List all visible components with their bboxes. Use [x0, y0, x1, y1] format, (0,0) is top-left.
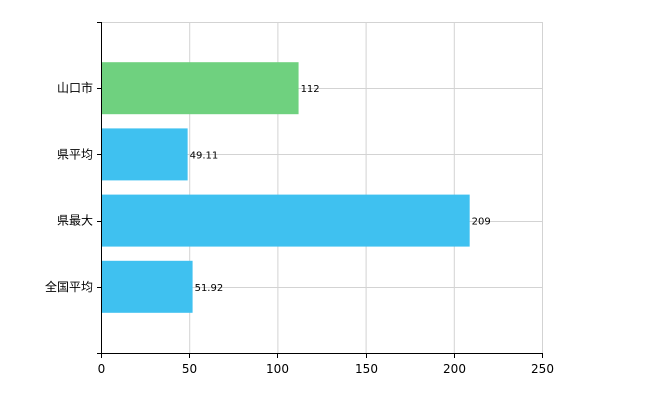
category-label-2: 県最大: [57, 214, 93, 228]
data-label-1: 49.11: [190, 150, 219, 161]
bar-0: [102, 62, 299, 115]
data-label-2: 209: [472, 217, 491, 228]
bar-2: [102, 194, 470, 247]
x-tick-label-3: 150: [355, 362, 378, 376]
x-tick-label-0: 0: [98, 362, 106, 376]
x-tick-label-5: 250: [531, 362, 554, 376]
x-tick-label-4: 200: [443, 362, 466, 376]
labels: 112 山口市 49.11 県平均 209 県最大 51.92 全国平均 0 50 100 150 20…: [45, 80, 554, 376]
data-label-3: 51.92: [195, 283, 224, 294]
category-label-1: 県平均: [57, 147, 93, 161]
category-label-0: 山口市: [57, 80, 93, 95]
axes: [97, 22, 543, 358]
bar-3: [102, 260, 193, 313]
data-label-0: 112: [301, 84, 320, 95]
bar-1: [102, 128, 188, 181]
category-label-3: 全国平均: [45, 279, 93, 294]
x-tick-label-1: 50: [182, 362, 197, 376]
bars: [102, 62, 470, 313]
x-tick-label-2: 100: [266, 362, 289, 376]
